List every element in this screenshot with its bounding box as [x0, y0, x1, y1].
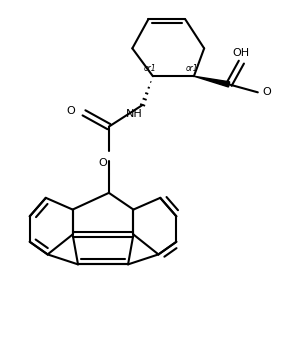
- Text: or1: or1: [186, 64, 198, 73]
- Text: O: O: [262, 87, 271, 97]
- Text: NH: NH: [126, 109, 142, 119]
- Text: OH: OH: [233, 48, 250, 58]
- Text: O: O: [66, 106, 75, 116]
- Text: or1: or1: [143, 64, 156, 73]
- Text: O: O: [98, 158, 107, 168]
- Polygon shape: [194, 76, 230, 87]
